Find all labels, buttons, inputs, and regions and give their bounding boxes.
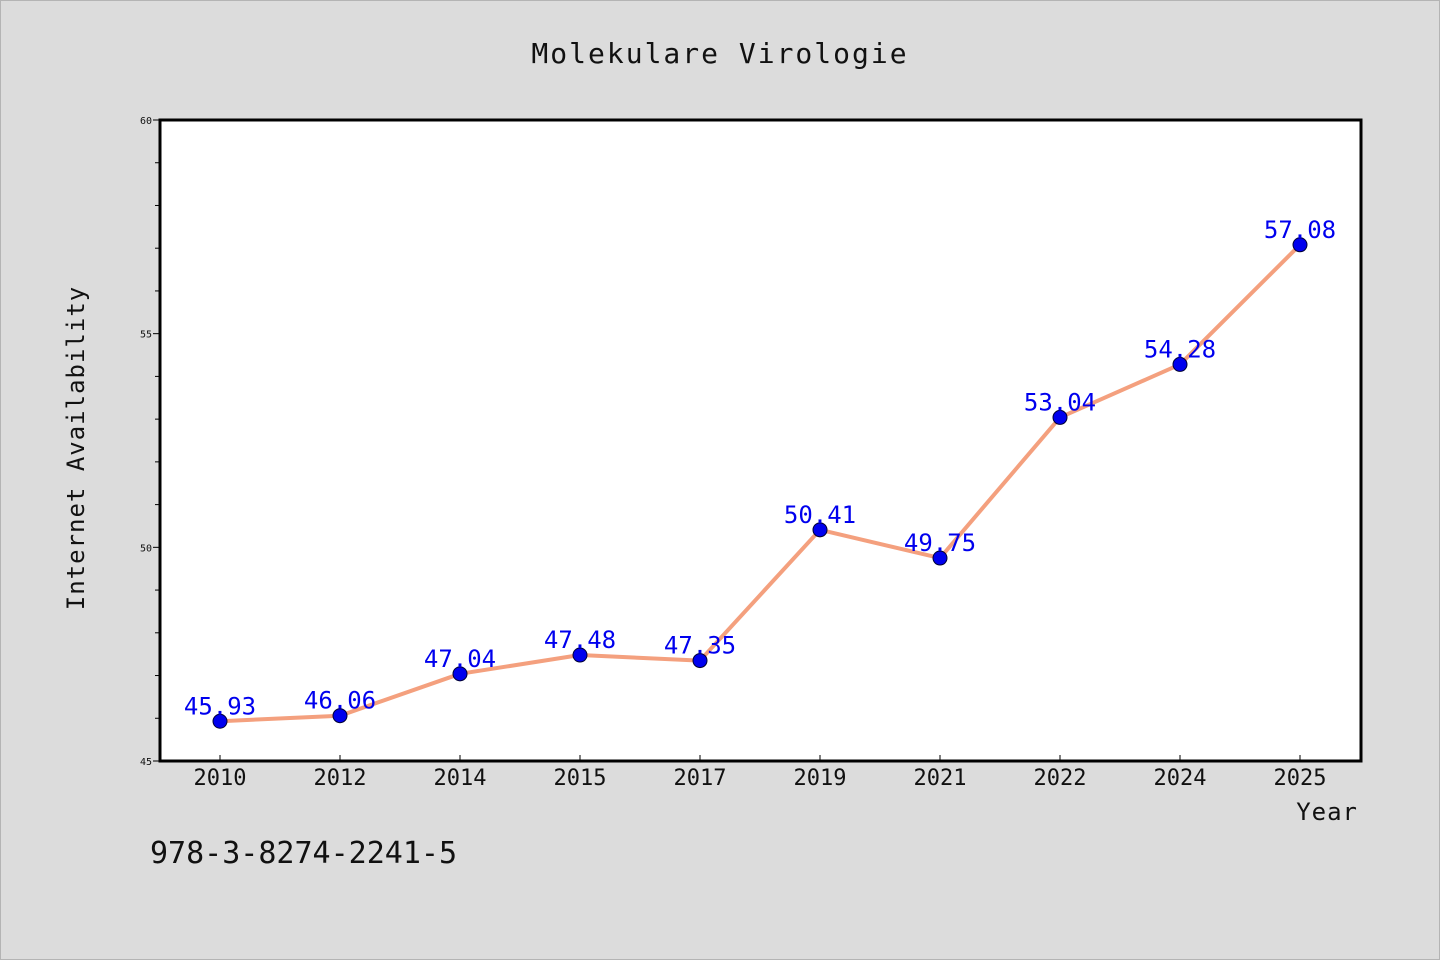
y-tick-label: 45 <box>140 757 152 768</box>
data-labels: 45.93 46.06 47.04 47.48 47.35 50.41 49.75 53.04… <box>184 216 1336 720</box>
data-point <box>332 708 348 724</box>
x-tick-label: 2015 <box>554 766 607 791</box>
x-tick-label: 2012 <box>314 766 367 791</box>
chart-title: Molekulare Virologie <box>531 37 908 70</box>
x-tick-label: 2021 <box>914 766 967 791</box>
x-tick-label: 2022 <box>1034 766 1087 791</box>
x-tick-label: 2017 <box>674 766 727 791</box>
data-point <box>452 666 468 682</box>
data-point <box>932 550 948 566</box>
x-tick-label: 2010 <box>194 766 247 791</box>
x-tick-label: 2019 <box>794 766 847 791</box>
data-label: 53.04 <box>1024 388 1096 416</box>
data-point <box>212 713 228 729</box>
data-point <box>692 653 708 669</box>
x-axis: 2010 2012 2014 2015 2017 2019 2021 2022 2024 2025 <box>194 755 1327 791</box>
data-label: 57.08 <box>1264 216 1336 244</box>
y-tick-label: 50 <box>140 543 152 554</box>
data-point <box>572 647 588 663</box>
x-tick-label: 2014 <box>434 766 487 791</box>
data-label: 45.93 <box>184 692 256 720</box>
data-label: 54.28 <box>1144 335 1216 363</box>
y-tick-label: 55 <box>140 330 152 341</box>
data-label: 50.41 <box>784 501 856 529</box>
x-tick-label: 2024 <box>1154 766 1207 791</box>
data-label: 47.04 <box>424 645 496 673</box>
data-label: 49.75 <box>904 529 976 557</box>
data-label: 46.06 <box>304 687 376 715</box>
x-axis-title: Year <box>1296 798 1358 826</box>
series-line <box>219 243 1302 724</box>
data-label: 47.48 <box>544 626 616 654</box>
x-tick-label: 2025 <box>1274 766 1327 791</box>
y-axis-title: Internet Availability <box>62 286 90 610</box>
isbn-footnote: 978-3-8274-2241-5 <box>150 836 457 871</box>
plot-area <box>158 118 1363 763</box>
series-layer <box>212 237 1308 729</box>
data-point <box>1052 409 1068 425</box>
data-point <box>1292 237 1308 253</box>
y-tick-label: 60 <box>140 116 152 127</box>
data-point <box>1172 356 1188 372</box>
data-label: 47.35 <box>664 632 736 660</box>
data-point <box>812 522 828 538</box>
y-axis: 45 50 55 60 <box>140 116 160 768</box>
